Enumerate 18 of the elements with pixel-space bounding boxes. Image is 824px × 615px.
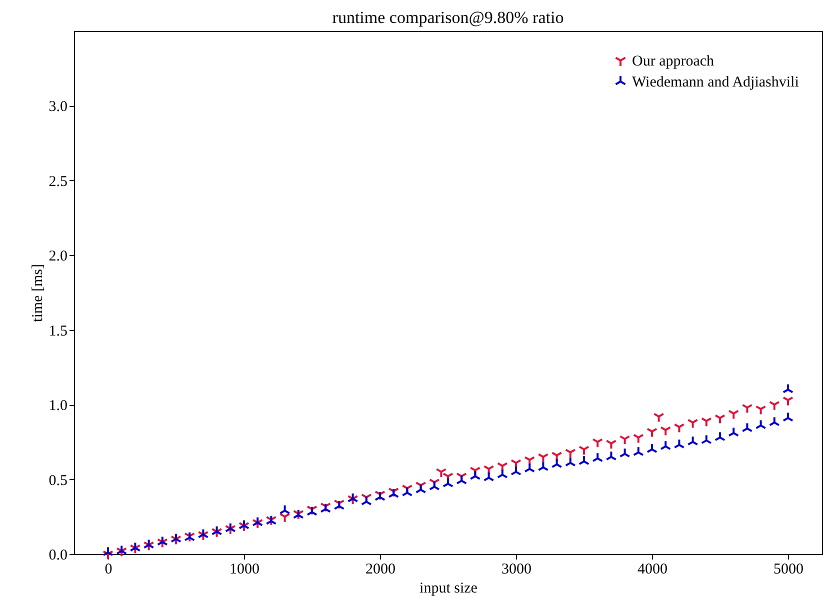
x-tick-label: 0 [104, 562, 112, 578]
x-tick-label: 5000 [774, 562, 804, 578]
chart-title: runtime comparison@9.80% ratio [332, 8, 564, 27]
y-tick-label: 2.5 [48, 174, 68, 190]
legend-label: Wiedemann and Adjiashvili [632, 74, 799, 90]
legend-label: Our approach [632, 54, 715, 70]
y-tick-label: 2.0 [48, 248, 68, 265]
y-tick-label: 3.0 [48, 99, 68, 116]
x-axis-title: input size [420, 580, 478, 596]
x-tick-label: 4000 [638, 562, 668, 578]
y-tick-label: 0.5 [48, 472, 68, 489]
x-tick-label: 1000 [230, 562, 260, 578]
x-tick-label: 3000 [502, 562, 532, 578]
y-tick-label: 1.5 [48, 323, 68, 340]
x-tick-label: 2000 [366, 562, 396, 578]
y-tick-label: 0.0 [48, 548, 68, 564]
y-axis-title: time [ms] [30, 264, 46, 322]
y-tick-label: 1.0 [48, 398, 68, 414]
